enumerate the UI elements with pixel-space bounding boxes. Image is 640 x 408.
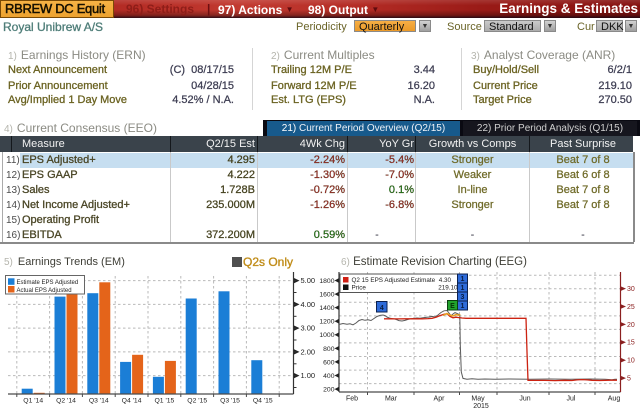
svg-text:Estimate EPS Adjusted: Estimate EPS Adjusted <box>17 280 79 286</box>
svg-text:Actual EPS Adjusted: Actual EPS Adjusted <box>17 288 72 294</box>
svg-text:1800: 1800 <box>319 278 334 285</box>
svg-text:5.00: 5.00 <box>301 276 316 285</box>
svg-text:Q3 '14: Q3 '14 <box>89 398 109 405</box>
svg-text:Feb: Feb <box>346 396 358 403</box>
svg-text:219.10: 219.10 <box>438 285 458 292</box>
svg-text:4.30: 4.30 <box>439 277 452 284</box>
svg-text:600: 600 <box>323 359 335 366</box>
svg-text:10: 10 <box>627 358 635 365</box>
svg-text:Q1 '15: Q1 '15 <box>154 398 174 405</box>
svg-text:800: 800 <box>323 346 335 353</box>
svg-text:1400: 1400 <box>319 305 334 312</box>
svg-text:E: E <box>450 303 455 310</box>
svg-text:2015: 2015 <box>473 403 489 408</box>
svg-text:20: 20 <box>627 322 635 329</box>
svg-text:Price: Price <box>352 285 367 292</box>
svg-text:200: 200 <box>323 387 335 394</box>
svg-text:Q1 '14: Q1 '14 <box>23 398 43 405</box>
svg-text:2.00: 2.00 <box>301 348 316 357</box>
svg-text:1.00: 1.00 <box>301 371 316 380</box>
svg-text:Q3 '15: Q3 '15 <box>220 398 240 405</box>
svg-text:Q4 '15: Q4 '15 <box>253 398 273 405</box>
svg-text:1: 1 <box>461 285 465 292</box>
svg-text:1: 1 <box>461 303 465 310</box>
svg-text:30: 30 <box>627 286 635 293</box>
svg-text:Q2 '15: Q2 '15 <box>187 398 207 405</box>
svg-text:4.00: 4.00 <box>301 300 316 309</box>
svg-text:1: 1 <box>461 276 465 283</box>
svg-text:3: 3 <box>461 294 465 301</box>
svg-text:5: 5 <box>627 376 631 383</box>
svg-text:25: 25 <box>627 304 635 311</box>
svg-text:400: 400 <box>323 373 335 380</box>
svg-text:Q2 '14: Q2 '14 <box>56 398 76 405</box>
svg-text:1000: 1000 <box>319 332 334 339</box>
svg-text:Aug: Aug <box>608 396 621 403</box>
svg-text:1600: 1600 <box>319 292 334 299</box>
svg-text:Q4 '14: Q4 '14 <box>122 398 142 405</box>
svg-text:Q2 15 EPS Adjusted Estimate: Q2 15 EPS Adjusted Estimate <box>352 277 436 284</box>
svg-text:Mar: Mar <box>385 396 398 403</box>
svg-text:15: 15 <box>627 340 635 347</box>
svg-text:Apr: Apr <box>434 396 446 403</box>
svg-text:Jun: Jun <box>519 396 530 403</box>
svg-text:1200: 1200 <box>319 319 334 326</box>
svg-text:3.00: 3.00 <box>301 324 316 333</box>
svg-text:May: May <box>471 396 485 403</box>
svg-text:Jul: Jul <box>567 396 576 403</box>
svg-text:4: 4 <box>380 305 384 312</box>
